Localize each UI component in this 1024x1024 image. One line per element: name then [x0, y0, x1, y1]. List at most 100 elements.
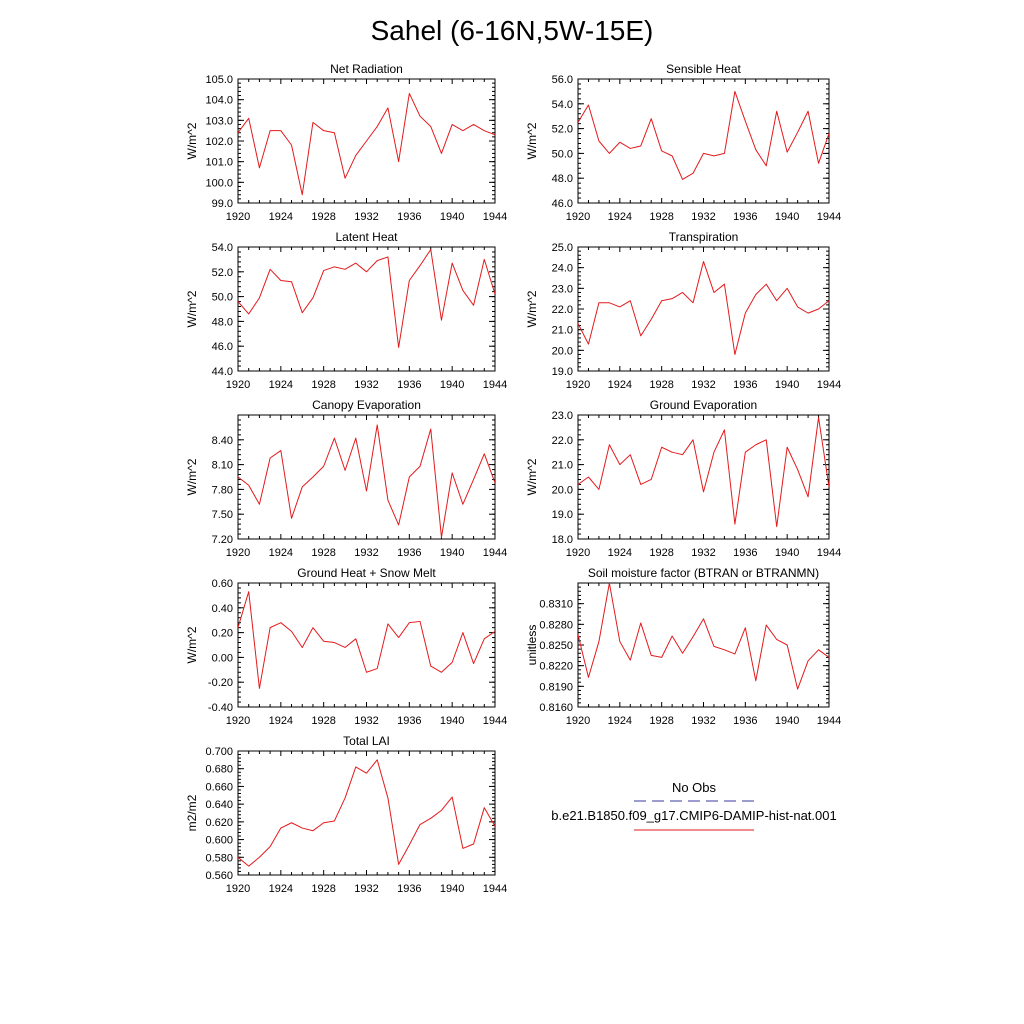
- x-tick-label: 1928: [649, 211, 673, 223]
- x-tick-label: 1944: [483, 883, 507, 895]
- x-tick-label: 1940: [440, 211, 464, 223]
- panel-1: Sensible Heat W/m^2 1920 1924 1928 1932 1936 19…: [525, 62, 841, 223]
- y-tick-label: 0.20: [212, 628, 233, 640]
- panel-title: Transpiration: [669, 230, 739, 244]
- y-tick-label: 23.0: [552, 283, 573, 295]
- y-tick-label: 54.0: [212, 242, 233, 254]
- y-axis-label: W/m^2: [525, 458, 539, 495]
- y-axis-label: unitless: [525, 625, 539, 666]
- y-tick-label: 20.0: [552, 484, 573, 496]
- panel-8: Total LAI m2/m2 1920 1924 1928 1932 1936 1940 19…: [185, 734, 507, 895]
- x-tick-label: 1928: [649, 379, 673, 391]
- x-tick-label: 1932: [354, 715, 378, 727]
- x-tick-label: 1944: [817, 211, 841, 223]
- x-tick-label: 1920: [226, 715, 250, 727]
- x-tick-label: 1920: [566, 211, 590, 223]
- y-tick-label: 0.680: [205, 764, 233, 776]
- x-tick-label: 1924: [269, 379, 293, 391]
- x-tick-label: 1944: [483, 379, 507, 391]
- y-axis-label: W/m^2: [185, 626, 199, 663]
- y-tick-label: 8.40: [212, 435, 233, 447]
- y-tick-label: 0.8250: [539, 640, 573, 652]
- plot-frame: [577, 414, 830, 540]
- x-tick-label: 1920: [566, 547, 590, 559]
- y-tick-label: 0.640: [205, 799, 233, 811]
- x-tick-label: 1920: [226, 379, 250, 391]
- y-tick-label: 23.0: [552, 410, 573, 422]
- x-tick-label: 1932: [691, 379, 715, 391]
- y-tick-label: 7.80: [212, 484, 233, 496]
- x-tick-label: 1920: [226, 883, 250, 895]
- y-tick-label: 46.0: [212, 341, 233, 353]
- series-line: [238, 92, 495, 196]
- x-tick-label: 1924: [269, 715, 293, 727]
- x-tick-label: 1932: [354, 379, 378, 391]
- panel-4: Canopy Evaporation W/m^2 1920 1924 1928 1932 1…: [185, 398, 507, 559]
- y-tick-label: 0.700: [205, 746, 233, 758]
- x-tick-label: 1940: [440, 883, 464, 895]
- y-tick-label: 19.0: [552, 366, 573, 378]
- y-tick-label: 7.20: [212, 534, 233, 546]
- y-tick-label: 0.40: [212, 603, 233, 615]
- x-tick-label: 1936: [397, 547, 421, 559]
- y-tick-label: 54.0: [552, 99, 573, 111]
- x-tick-label: 1924: [608, 211, 632, 223]
- y-tick-label: 52.0: [552, 124, 573, 136]
- x-tick-label: 1924: [608, 379, 632, 391]
- y-tick-label: 20.0: [552, 345, 573, 357]
- x-tick-label: 1936: [733, 379, 757, 391]
- y-tick-label: 56.0: [552, 74, 573, 86]
- x-tick-label: 1932: [354, 211, 378, 223]
- x-tick-label: 1932: [691, 715, 715, 727]
- y-tick-label: 22.0: [552, 304, 573, 316]
- y-tick-label: 22.0: [552, 435, 573, 447]
- plot-frame: [577, 78, 830, 204]
- y-tick-label: 0.60: [212, 578, 233, 590]
- x-tick-label: 1920: [566, 379, 590, 391]
- y-tick-label: 0.8310: [539, 599, 573, 611]
- x-tick-label: 1920: [566, 715, 590, 727]
- x-tick-label: 1936: [733, 547, 757, 559]
- panel-title: Ground Evaporation: [650, 398, 757, 412]
- plot-frame: [237, 582, 496, 708]
- y-tick-label: 101.0: [205, 157, 233, 169]
- y-tick-label: 19.0: [552, 509, 573, 521]
- panel-title: Net Radiation: [330, 62, 403, 76]
- panel-title: Soil moisture factor (BTRAN or BTRANMN): [588, 566, 819, 580]
- legend-label-obs: No Obs: [672, 780, 717, 795]
- panel-title: Canopy Evaporation: [312, 398, 421, 412]
- x-tick-label: 1928: [311, 211, 335, 223]
- y-tick-label: 0.8280: [539, 619, 573, 631]
- plot-frame: [237, 750, 496, 876]
- panel-title: Total LAI: [343, 734, 390, 748]
- plot-frame: [577, 246, 830, 372]
- x-tick-label: 1920: [226, 211, 250, 223]
- x-tick-label: 1928: [311, 883, 335, 895]
- panel-3: Transpiration W/m^2 1920 1924 1928 1932 1936 19…: [525, 230, 841, 391]
- x-tick-label: 1936: [397, 379, 421, 391]
- legend-label-model: b.e21.B1850.f09_g17.CMIP6-DAMIP-hist-nat…: [551, 808, 836, 823]
- y-axis-label: W/m^2: [525, 290, 539, 327]
- y-tick-label: 44.0: [212, 366, 233, 378]
- series-line: [238, 248, 495, 348]
- x-tick-label: 1940: [440, 379, 464, 391]
- x-tick-label: 1936: [397, 883, 421, 895]
- y-tick-label: 102.0: [205, 136, 233, 148]
- y-tick-label: 50.0: [552, 148, 573, 160]
- y-axis-label: W/m^2: [525, 122, 539, 159]
- y-axis-label: W/m^2: [185, 122, 199, 159]
- y-tick-label: 50.0: [212, 292, 233, 304]
- y-tick-label: 0.660: [205, 781, 233, 793]
- series-line: [578, 260, 829, 355]
- x-tick-label: 1928: [649, 547, 673, 559]
- y-tick-label: 0.00: [212, 652, 233, 664]
- x-tick-label: 1924: [269, 547, 293, 559]
- series-line: [578, 416, 829, 528]
- y-tick-label: 105.0: [205, 74, 233, 86]
- x-tick-label: 1944: [817, 715, 841, 727]
- panel-title: Ground Heat + Snow Melt: [297, 566, 436, 580]
- plot-frame: [237, 246, 496, 372]
- y-tick-label: 48.0: [552, 173, 573, 185]
- y-tick-label: -0.20: [208, 677, 233, 689]
